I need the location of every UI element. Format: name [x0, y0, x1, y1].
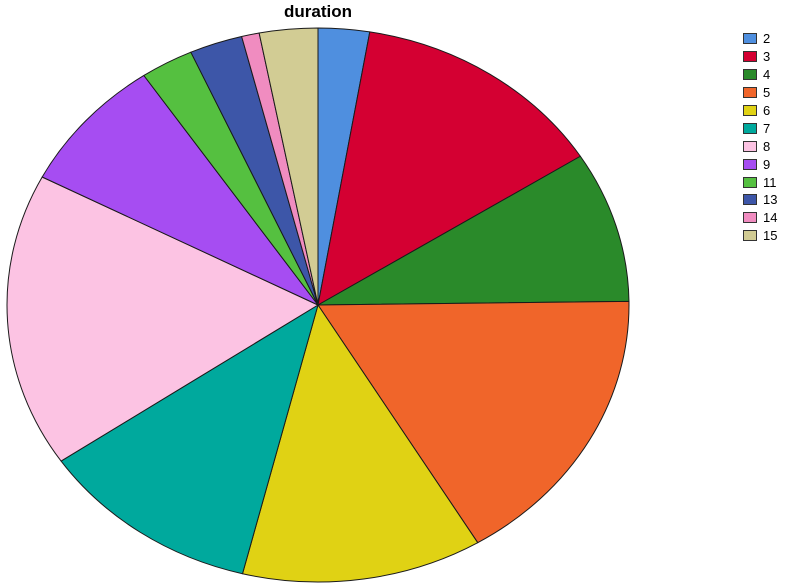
legend-item-11: 11: [743, 173, 777, 191]
legend: 2 3 4 5 6 7 8 9 11 13 14 15: [743, 30, 777, 245]
legend-swatch: [743, 176, 757, 188]
chart-title: duration: [284, 2, 352, 21]
legend-label: 15: [763, 228, 778, 244]
pie-slice-15: [258, 27, 319, 306]
legend-swatch: [743, 105, 757, 116]
pie-slice-3: [317, 31, 581, 306]
legend-item-5: 5: [743, 84, 777, 102]
legend-swatch: [743, 194, 757, 206]
legend-swatch: [743, 51, 757, 63]
legend-swatch: [743, 212, 757, 224]
legend-label: 14: [763, 210, 778, 226]
pie-slice-4: [317, 155, 630, 306]
legend-label: 5: [763, 85, 771, 101]
legend-item-14: 14: [743, 209, 777, 227]
pie-slice-7: [60, 304, 319, 575]
legend-label: 2: [763, 31, 771, 47]
legend-item-8: 8: [743, 137, 777, 155]
legend-item-4: 4: [743, 66, 777, 84]
legend-item-15: 15: [743, 227, 777, 245]
legend-label: 7: [763, 120, 771, 136]
legend-swatch: [743, 87, 757, 99]
legend-item-6: 6: [743, 102, 777, 120]
legend-item-2: 2: [743, 30, 777, 48]
legend-item-3: 3: [743, 48, 777, 66]
legend-label: 4: [763, 67, 771, 83]
pie-slice-5: [317, 300, 630, 544]
pie-slice-8: [6, 176, 319, 462]
legend-label: 8: [763, 138, 771, 154]
legend-label: 6: [763, 103, 771, 118]
legend-swatch: [743, 69, 757, 81]
legend-swatch: [743, 122, 757, 134]
legend-label: 11: [763, 174, 777, 190]
legend-swatch: [743, 140, 757, 152]
legend-label: 13: [763, 192, 778, 208]
legend-label: 3: [763, 49, 771, 65]
pie-slice-6: [242, 304, 479, 583]
pie-slice-9: [41, 74, 319, 306]
legend-swatch: [743, 230, 757, 242]
legend-item-7: 7: [743, 119, 777, 137]
legend-swatch: [743, 33, 757, 45]
legend-item-9: 9: [743, 155, 777, 173]
legend-label: 9: [763, 156, 771, 172]
legend-swatch: [743, 158, 757, 170]
legend-item-13: 13: [743, 191, 777, 209]
